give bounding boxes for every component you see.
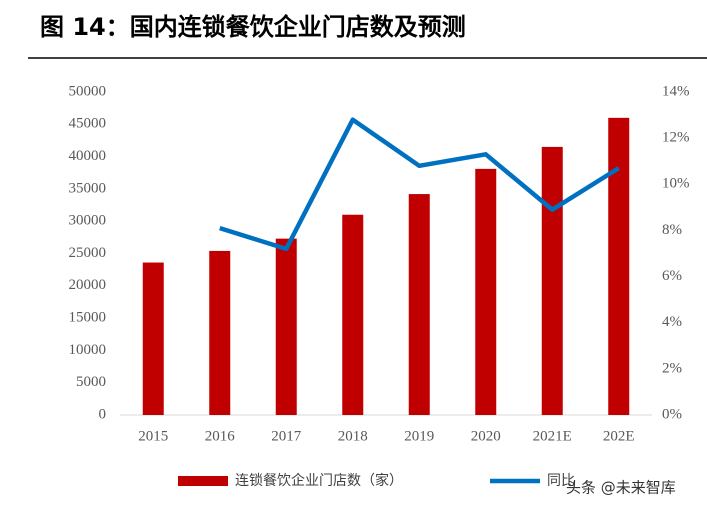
legend-label: 同比 xyxy=(547,473,575,489)
y2-tick-label: 6% xyxy=(662,268,682,284)
y-tick-label: 50000 xyxy=(69,83,107,99)
bar xyxy=(475,168,497,415)
y-tick-label: 45000 xyxy=(69,116,107,132)
y-tick-label: 0 xyxy=(99,406,107,422)
y2-tick-label: 0% xyxy=(662,406,682,422)
x-tick-label: 2015 xyxy=(138,428,168,444)
y-tick-label: 10000 xyxy=(69,342,107,358)
chart-title: 图 14：国内连锁餐饮企业门店数及预测 xyxy=(40,13,466,41)
x-tick-label: 2019 xyxy=(404,428,434,444)
x-tick-label: 2020 xyxy=(471,428,501,444)
x-tick-label: 2016 xyxy=(205,428,236,444)
legend-label: 连锁餐饮企业门店数（家） xyxy=(235,472,403,489)
x-tick-label: 2018 xyxy=(338,428,368,444)
legend-swatch xyxy=(178,476,228,486)
y-tick-label: 15000 xyxy=(69,310,107,326)
watermark: 头条 @未来智库 xyxy=(566,479,676,497)
x-tick-label: 2021E xyxy=(533,428,572,444)
y-tick-label: 5000 xyxy=(76,374,106,390)
y2-tick-label: 2% xyxy=(662,360,682,376)
bar xyxy=(608,117,630,415)
x-tick-label: 2017 xyxy=(271,428,302,444)
y-tick-label: 20000 xyxy=(69,277,107,293)
x-tick-label: 202E xyxy=(603,428,635,444)
y2-tick-label: 12% xyxy=(662,130,690,146)
y-tick-label: 40000 xyxy=(69,148,107,164)
y2-tick-label: 8% xyxy=(662,222,682,238)
y-tick-label: 35000 xyxy=(69,180,107,196)
y2-tick-label: 10% xyxy=(662,176,690,192)
y2-tick-label: 14% xyxy=(662,83,690,99)
line xyxy=(219,117,620,252)
y-tick-label: 25000 xyxy=(69,245,107,261)
bar xyxy=(541,146,563,415)
bar xyxy=(408,194,430,415)
bar xyxy=(142,262,164,415)
bar xyxy=(342,214,364,415)
bar xyxy=(275,238,297,415)
y2-tick-label: 4% xyxy=(662,314,682,330)
bar xyxy=(209,250,231,415)
y-tick-label: 30000 xyxy=(69,213,107,229)
